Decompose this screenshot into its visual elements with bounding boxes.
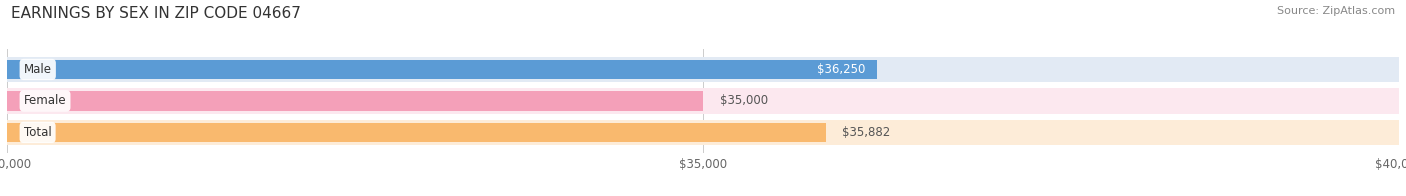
- Bar: [7, 123, 825, 142]
- Text: EARNINGS BY SEX IN ZIP CODE 04667: EARNINGS BY SEX IN ZIP CODE 04667: [11, 6, 301, 21]
- Bar: [7, 88, 1399, 114]
- Bar: [7, 60, 877, 79]
- Bar: [7, 120, 1399, 145]
- Text: Total: Total: [24, 126, 52, 139]
- Text: $35,882: $35,882: [842, 126, 891, 139]
- Bar: [7, 57, 1399, 82]
- Bar: [7, 91, 703, 111]
- Text: Male: Male: [24, 63, 52, 76]
- Text: $36,250: $36,250: [817, 63, 866, 76]
- Text: Female: Female: [24, 94, 66, 107]
- Text: Source: ZipAtlas.com: Source: ZipAtlas.com: [1277, 6, 1395, 16]
- Text: $35,000: $35,000: [720, 94, 768, 107]
